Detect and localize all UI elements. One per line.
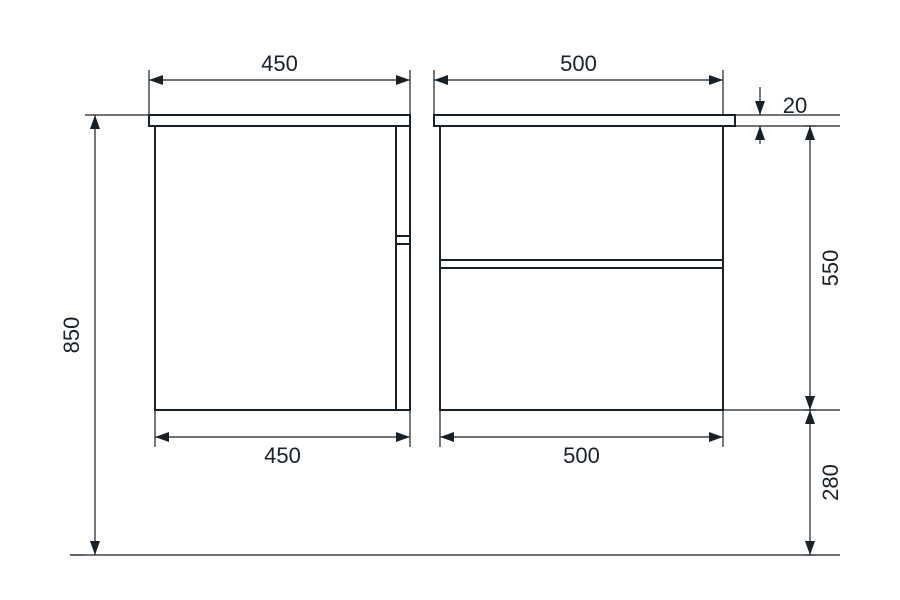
svg-text:450: 450	[261, 51, 298, 76]
svg-text:20: 20	[783, 93, 807, 118]
dimension-drawing: 450 500 450 500 850 20 550 280	[0, 0, 900, 600]
svg-text:550: 550	[818, 250, 843, 287]
svg-text:450: 450	[264, 443, 301, 468]
svg-text:500: 500	[560, 51, 597, 76]
svg-text:280: 280	[818, 464, 843, 501]
svg-text:850: 850	[59, 317, 84, 354]
svg-text:500: 500	[563, 443, 600, 468]
